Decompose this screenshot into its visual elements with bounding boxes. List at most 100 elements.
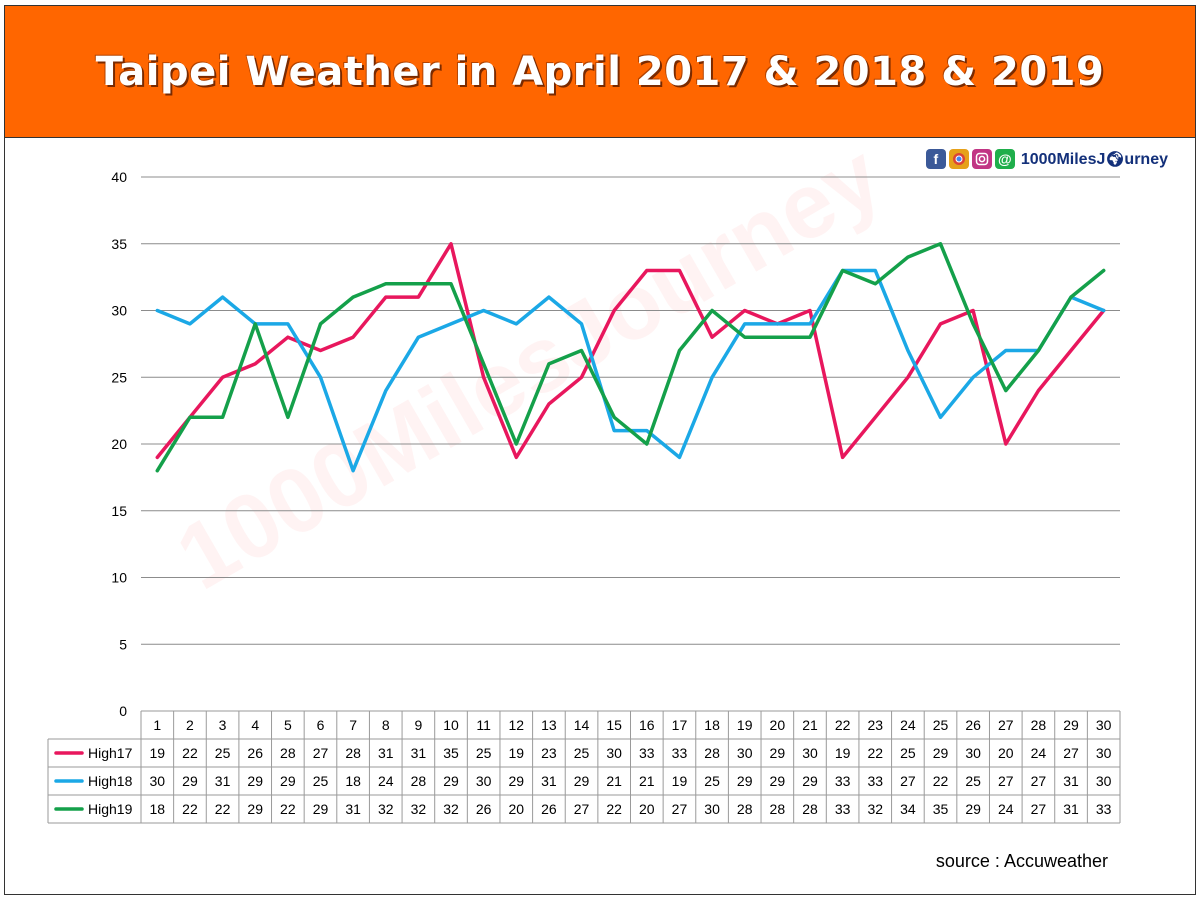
x-tick-label: 29 — [1063, 717, 1079, 733]
table-cell-High19: 32 — [443, 801, 459, 817]
instagram-icon[interactable] — [971, 149, 992, 169]
table-cell-High17: 25 — [900, 745, 916, 761]
table-cell-High19: 26 — [541, 801, 557, 817]
table-cell-High17: 25 — [476, 745, 492, 761]
table-cell-High18: 31 — [541, 773, 557, 789]
table-cell-High19: 29 — [247, 801, 263, 817]
page-title: Taipei Weather in April 2017 & 2018 & 20… — [95, 48, 1105, 95]
table-cell-High17: 22 — [867, 745, 883, 761]
table-cell-High18: 29 — [247, 773, 263, 789]
x-tick-label: 14 — [574, 717, 590, 733]
social-links: f @ 1000MilesJ🌍︎urney — [925, 148, 1168, 170]
table-cell-High19: 31 — [1063, 801, 1079, 817]
y-tick-label: 35 — [111, 236, 127, 252]
table-cell-High17: 26 — [247, 745, 263, 761]
table-cell-High19: 31 — [345, 801, 361, 817]
x-tick-label: 11 — [476, 717, 491, 733]
legend-label-High18: High18 — [88, 773, 133, 789]
table-cell-High17: 19 — [150, 745, 166, 761]
table-cell-High17: 29 — [933, 745, 949, 761]
x-tick-label: 24 — [900, 717, 916, 733]
x-tick-label: 18 — [704, 717, 720, 733]
table-cell-High18: 29 — [802, 773, 818, 789]
table-cell-High19: 20 — [508, 801, 524, 817]
table-cell-High19: 29 — [965, 801, 981, 817]
y-tick-label: 20 — [111, 436, 127, 452]
y-tick-label: 5 — [119, 636, 127, 652]
table-cell-High19: 30 — [704, 801, 720, 817]
table-cell-High19: 32 — [867, 801, 883, 817]
table-cell-High17: 28 — [704, 745, 720, 761]
x-tick-label: 26 — [965, 717, 981, 733]
x-tick-label: 15 — [606, 717, 622, 733]
table-cell-High18: 29 — [737, 773, 753, 789]
table-cell-High18: 33 — [835, 773, 851, 789]
x-tick-label: 17 — [672, 717, 688, 733]
x-tick-label: 27 — [998, 717, 1014, 733]
table-cell-High17: 28 — [280, 745, 296, 761]
table-cell-High17: 29 — [770, 745, 786, 761]
table-cell-High17: 24 — [1031, 745, 1047, 761]
table-cell-High18: 19 — [672, 773, 688, 789]
table-cell-High19: 28 — [802, 801, 818, 817]
title-banner: Taipei Weather in April 2017 & 2018 & 20… — [4, 5, 1196, 138]
line-icon[interactable]: @ — [994, 149, 1015, 169]
x-tick-label: 19 — [737, 717, 753, 733]
x-tick-label: 23 — [867, 717, 883, 733]
y-tick-label: 0 — [119, 703, 127, 719]
table-cell-High19: 28 — [737, 801, 753, 817]
table-cell-High17: 31 — [411, 745, 427, 761]
table-cell-High17: 33 — [672, 745, 688, 761]
table-cell-High18: 18 — [345, 773, 361, 789]
table-cell-High19: 22 — [215, 801, 231, 817]
table-cell-High19: 32 — [411, 801, 427, 817]
brand-name[interactable]: 1000MilesJ🌍︎urney — [1020, 150, 1168, 168]
x-tick-label: 28 — [1031, 717, 1047, 733]
table-cell-High18: 29 — [182, 773, 198, 789]
table-cell-High17: 30 — [606, 745, 622, 761]
x-tick-label: 7 — [349, 717, 357, 733]
table-cell-High18: 25 — [313, 773, 329, 789]
x-tick-label: 8 — [382, 717, 390, 733]
table-cell-High17: 25 — [574, 745, 590, 761]
facebook-icon[interactable]: f — [925, 149, 946, 169]
table-cell-High19: 33 — [1096, 801, 1112, 817]
table-cell-High19: 22 — [182, 801, 198, 817]
table-cell-High18: 21 — [606, 773, 622, 789]
x-tick-label: 20 — [770, 717, 786, 733]
table-cell-High19: 29 — [313, 801, 329, 817]
source-note: source : Accuweather — [935, 851, 1108, 871]
table-cell-High18: 29 — [508, 773, 524, 789]
table-cell-High17: 23 — [541, 745, 557, 761]
x-tick-label: 10 — [443, 717, 459, 733]
x-tick-label: 3 — [219, 717, 227, 733]
y-tick-label: 10 — [111, 570, 127, 586]
x-tick-label: 21 — [802, 717, 818, 733]
table-cell-High18: 29 — [443, 773, 459, 789]
table-cell-High18: 25 — [704, 773, 720, 789]
table-cell-High17: 20 — [998, 745, 1014, 761]
table-cell-High18: 24 — [378, 773, 394, 789]
table-cell-High18: 27 — [998, 773, 1014, 789]
chrome-icon[interactable] — [948, 149, 969, 169]
table-cell-High18: 28 — [411, 773, 427, 789]
table-cell-High18: 21 — [639, 773, 655, 789]
x-tick-label: 2 — [186, 717, 194, 733]
table-cell-High19: 28 — [770, 801, 786, 817]
table-cell-High18: 30 — [150, 773, 166, 789]
table-cell-High19: 27 — [574, 801, 590, 817]
table-cell-High18: 30 — [1096, 773, 1112, 789]
table-cell-High19: 22 — [280, 801, 296, 817]
table-cell-High18: 29 — [280, 773, 296, 789]
table-cell-High17: 27 — [313, 745, 329, 761]
table-cell-High18: 31 — [1063, 773, 1079, 789]
table-cell-High19: 34 — [900, 801, 916, 817]
x-tick-label: 13 — [541, 717, 557, 733]
table-cell-High19: 33 — [835, 801, 851, 817]
table-cell-High19: 35 — [933, 801, 949, 817]
x-tick-label: 30 — [1096, 717, 1112, 733]
x-tick-label: 9 — [414, 717, 422, 733]
legend-label-High17: High17 — [88, 745, 133, 761]
y-tick-label: 30 — [111, 303, 127, 319]
